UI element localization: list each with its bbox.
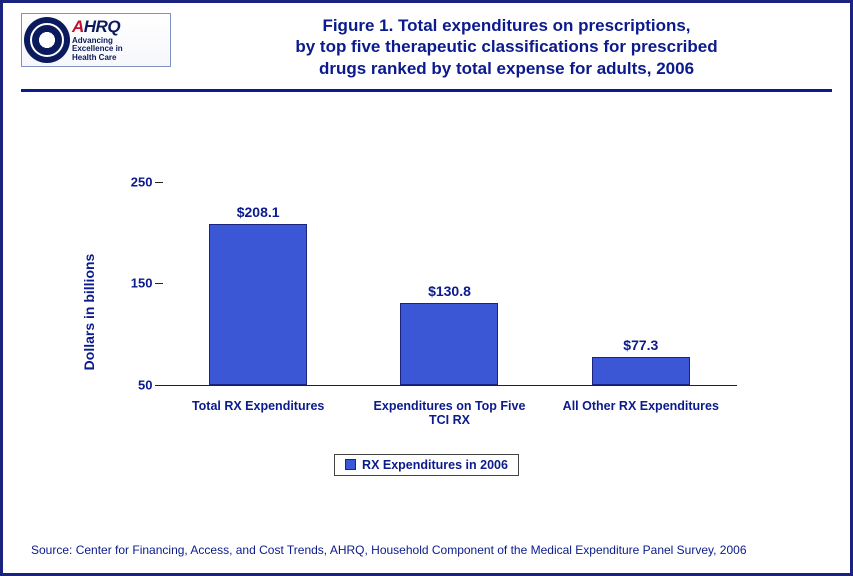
ahrq-a: A [72,17,84,36]
ahrq-rest: HRQ [84,17,120,36]
y-tick-label: 150 [117,276,153,291]
bar-chart: Dollars in billions $208.1$130.8$77.3 50… [107,182,747,442]
hhs-seal-icon [24,17,70,63]
y-tick [155,283,163,284]
ahrq-text: AHRQ Advancing Excellence in Health Care [72,18,123,62]
bar-column: $130.8 [363,303,535,385]
bar-column: $77.3 [555,357,727,385]
category-labels: Total RX Expenditures Expenditures on Top… [163,399,737,428]
ahrq-logo-block: AHRQ Advancing Excellence in Health Care [21,13,171,67]
y-axis-label: Dollars in billions [81,253,97,370]
y-tick [155,182,163,183]
category-label: Total RX Expenditures [172,399,344,428]
source-note: Source: Center for Financing, Access, an… [31,543,747,557]
bar [400,303,498,385]
title-line-1: Figure 1. Total expenditures on prescrip… [181,15,832,36]
legend-swatch-icon [345,459,356,470]
header: AHRQ Advancing Excellence in Health Care… [21,13,832,79]
legend-label: RX Expenditures in 2006 [362,458,508,472]
title-line-2: by top five therapeutic classifications … [181,36,832,57]
ahrq-wordmark: AHRQ [72,18,123,35]
plot-area: $208.1$130.8$77.3 50150250 [163,182,737,386]
title-line-3: drugs ranked by total expense for adults… [181,58,832,79]
category-label: Expenditures on Top Five TCI RX [363,399,535,428]
bar [592,357,690,385]
figure-frame: AHRQ Advancing Excellence in Health Care… [0,0,853,576]
bar-column: $208.1 [172,224,344,384]
y-tick-label: 50 [117,377,153,392]
bar-value-label: $130.8 [428,283,471,303]
category-label: All Other RX Expenditures [555,399,727,428]
bar [209,224,307,384]
bar-value-label: $208.1 [237,204,280,224]
legend: RX Expenditures in 2006 [334,454,519,476]
bar-value-label: $77.3 [623,337,658,357]
figure-title: Figure 1. Total expenditures on prescrip… [181,13,832,79]
bars-container: $208.1$130.8$77.3 [163,182,737,385]
ahrq-tagline: Advancing Excellence in Health Care [72,37,123,62]
y-tick [155,385,163,386]
header-rule [21,89,832,92]
y-tick-label: 250 [117,174,153,189]
